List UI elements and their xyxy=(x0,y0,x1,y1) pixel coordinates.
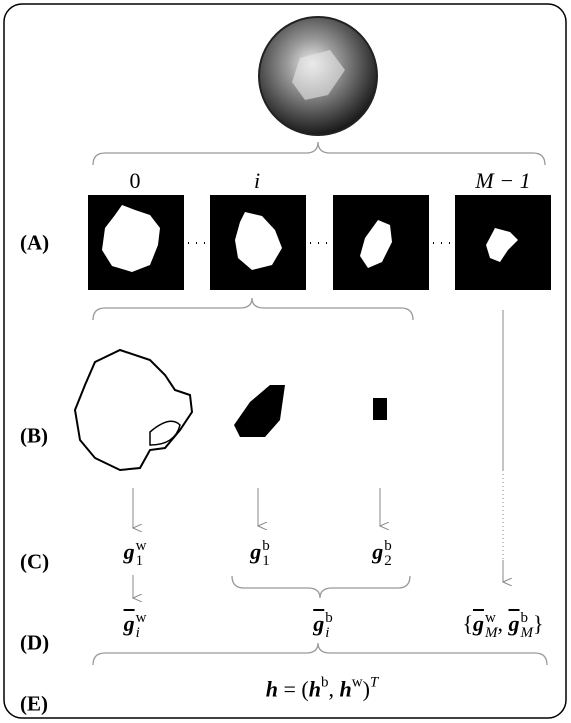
symbol: h xyxy=(266,677,278,702)
symbol: g xyxy=(250,539,261,564)
slice-label: M − 1 xyxy=(475,170,530,192)
row-label: (A) xyxy=(20,233,49,254)
separator: , xyxy=(328,677,334,702)
superscript: b xyxy=(262,539,270,554)
component-images xyxy=(75,350,387,470)
arrows xyxy=(133,310,503,598)
superscript: b xyxy=(321,675,329,691)
superscript: b xyxy=(521,611,534,626)
symbol: g xyxy=(124,611,135,636)
superscript: w xyxy=(136,539,147,554)
slice-label: i xyxy=(254,170,260,192)
subscript: 1 xyxy=(136,554,147,569)
row-label: (B) xyxy=(20,426,48,447)
superscript: w xyxy=(485,611,498,626)
symbol: g xyxy=(313,611,324,636)
paren: ( xyxy=(301,677,308,702)
separator: , xyxy=(498,611,504,636)
symbol: h xyxy=(309,677,321,702)
slice-label: 0 xyxy=(130,170,141,192)
brace: } xyxy=(533,611,544,636)
symbol: g xyxy=(124,539,135,564)
subscript: M xyxy=(521,626,534,641)
superscript: w xyxy=(136,611,147,626)
subscript: i xyxy=(136,626,147,641)
subscript: 1 xyxy=(262,554,270,569)
superscript: b xyxy=(325,611,333,626)
symbol: h xyxy=(339,677,351,702)
equals: = xyxy=(283,677,295,702)
row-label: (C) xyxy=(20,552,49,573)
subscript: M xyxy=(485,626,498,641)
row-label: (E) xyxy=(20,694,48,715)
row-label: (D) xyxy=(20,633,49,654)
symbol: g xyxy=(473,611,484,636)
page: {"row_labels": ["(A)", "(B)", "(C)", "(D… xyxy=(0,0,571,723)
superscript: b xyxy=(384,539,392,554)
sphere-image xyxy=(259,17,377,135)
subscript: i xyxy=(325,626,333,641)
slice-images xyxy=(88,195,551,290)
superscript: T xyxy=(370,675,378,691)
superscript: w xyxy=(352,675,363,691)
subscript: 2 xyxy=(384,554,392,569)
histogram-formula: h = (hb, hw)T xyxy=(266,676,379,701)
symbol: g xyxy=(372,539,383,564)
symbol: g xyxy=(509,611,520,636)
brace: { xyxy=(462,611,473,636)
